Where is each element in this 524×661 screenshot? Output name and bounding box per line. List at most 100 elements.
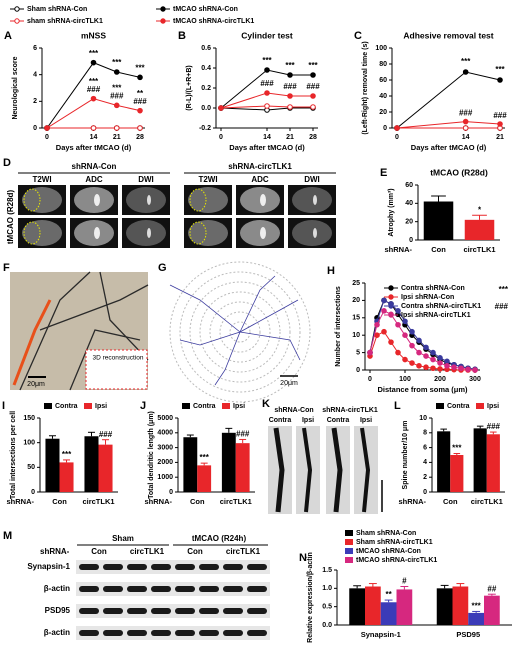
brain [22, 187, 62, 213]
annotation: ### [260, 79, 274, 88]
band [199, 630, 219, 636]
ventricle [147, 195, 151, 205]
legend-label: Ipsi shRNA-Con [401, 294, 454, 301]
panel-letter: D [3, 157, 11, 169]
brain [188, 220, 228, 246]
column-label: DWI [138, 175, 154, 184]
x-tick-label: Synapsin-1 [361, 630, 401, 639]
x-tick-label: 28 [136, 134, 144, 141]
trace [214, 331, 241, 386]
annotation: ### [459, 109, 473, 118]
neuron [19, 271, 91, 391]
panel-letter: A [4, 30, 12, 42]
error-bar [472, 610, 481, 613]
trace [239, 331, 301, 361]
point [395, 349, 401, 356]
row-label: tMCAO (R28d) [6, 190, 15, 245]
x-tick-label: Con [443, 497, 458, 506]
ventricle [147, 228, 151, 238]
point [462, 118, 469, 125]
series-line [220, 107, 313, 111]
column-label: circTLK1 [130, 547, 165, 556]
column-label: Ipsi [360, 417, 372, 424]
y-tick-label: 4000 [157, 430, 173, 437]
legend-label: tMCAO shRNA-circTLK1 [356, 557, 437, 564]
band [223, 608, 243, 614]
y-tick-label: 2 [33, 98, 37, 105]
y-tick-label: 0.4 [201, 65, 211, 72]
legend-label: tMCAO shRNA-circTLK1 [173, 18, 254, 25]
scale-bar-label: 20μm [280, 380, 298, 387]
point [497, 121, 503, 127]
point [113, 69, 120, 75]
x-tick-label: circTLK1 [463, 245, 495, 254]
error-bar [431, 195, 446, 202]
y-tick-label: 1.5 [322, 567, 332, 574]
panel-letter: K [262, 398, 270, 410]
x-tick-label: 100 [399, 376, 411, 383]
y-tick-label: 20 [405, 219, 413, 226]
point [465, 366, 471, 373]
band [247, 630, 267, 636]
ventricle [313, 195, 317, 205]
annotation: *** [495, 65, 505, 74]
error-bar [472, 214, 487, 220]
panel-letter: E [380, 167, 387, 179]
brain [292, 220, 332, 246]
band [127, 608, 147, 614]
sholl-ring [179, 271, 301, 393]
x-prefix: shRNA- [399, 497, 427, 506]
legend-swatch [345, 548, 353, 554]
row-label: Synapsin-1 [27, 562, 70, 571]
legend-label: tMCAO shRNA-Con [173, 6, 238, 13]
y-tick-label: 0 [33, 125, 37, 132]
lesion-outline [189, 188, 207, 212]
y-tick-label: 0.5 [322, 604, 332, 611]
sholl-ring [229, 321, 251, 343]
error-bar [490, 431, 497, 435]
lesion-outline [23, 188, 41, 212]
annotation: * [478, 205, 482, 214]
y-tick-label: 5000 [157, 415, 173, 422]
point [437, 355, 443, 361]
x-tick-label: 200 [434, 376, 446, 383]
sholl-ring [199, 291, 281, 373]
bar [45, 438, 60, 492]
legend-marker [388, 303, 394, 309]
x-axis-label: Distance from soma (μm) [377, 385, 468, 394]
annotation: ### [236, 430, 250, 439]
point [402, 356, 408, 363]
y-tick-label: -0.2 [199, 125, 211, 132]
point [44, 125, 50, 131]
y-tick-label: 0 [356, 367, 360, 374]
series-line [46, 98, 141, 129]
band [79, 586, 99, 592]
bar [183, 437, 198, 492]
bar [423, 201, 454, 240]
blot-strip [76, 560, 270, 574]
point [409, 342, 415, 349]
column-label: Con [91, 547, 107, 556]
point [137, 107, 143, 114]
band [79, 608, 99, 614]
legend-label: Contra [447, 403, 470, 410]
bar [396, 589, 413, 625]
point [423, 353, 429, 359]
annotation: *** [308, 61, 318, 70]
row-label: PSD95 [45, 606, 71, 615]
band [79, 564, 99, 570]
y-tick-label: 100 [375, 45, 387, 52]
annotation: *** [89, 77, 99, 86]
y-tick-label: 2 [423, 474, 427, 481]
x-tick-label: 14 [263, 134, 271, 141]
x-tick-label: circTLK1 [220, 497, 252, 506]
band [247, 564, 267, 570]
y-tick-label: 40 [405, 200, 413, 207]
legend-label: Ipsi [233, 403, 245, 410]
band [223, 586, 243, 592]
sholl-ring [209, 301, 271, 363]
ventricle [260, 227, 266, 239]
prefix-label: shRNA- [40, 547, 70, 556]
column-label: T2WI [198, 175, 217, 184]
